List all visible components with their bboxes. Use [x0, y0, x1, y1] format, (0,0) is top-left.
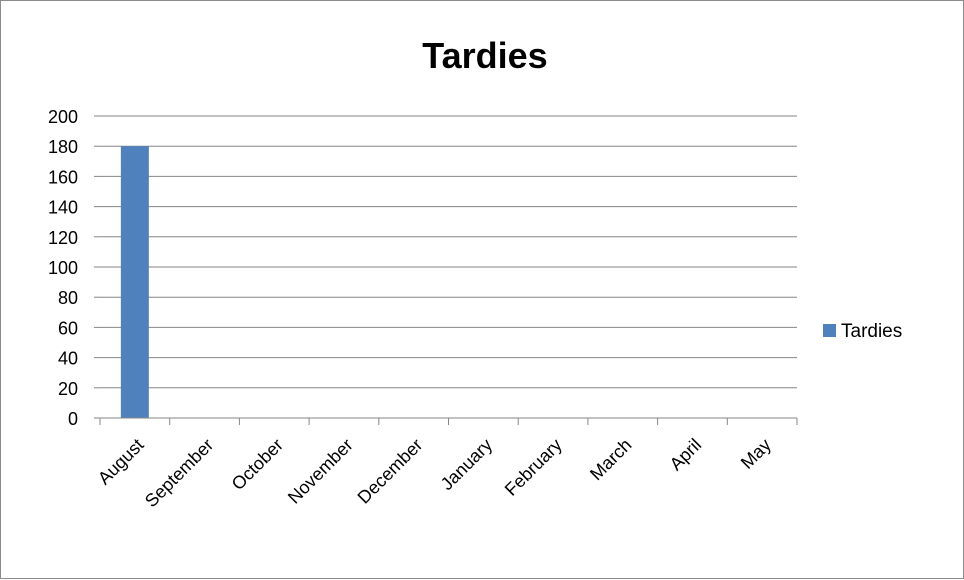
x-tick-label: April [666, 435, 706, 475]
x-tick-label: October [228, 435, 287, 494]
x-tick-label: November [284, 435, 357, 508]
y-tick-label: 80 [58, 288, 78, 308]
x-axis [99, 417, 798, 425]
y-tick-label: 0 [68, 409, 78, 429]
bars [120, 146, 149, 418]
x-tick-label: March [586, 435, 636, 485]
legend-swatch [823, 324, 836, 337]
x-tick-label: January [437, 435, 496, 494]
y-tick-label: 40 [58, 349, 78, 369]
gridlines [100, 115, 797, 389]
x-tick-label: May [737, 435, 775, 473]
x-tick-label: December [354, 435, 427, 508]
y-tick-label: 20 [58, 379, 78, 399]
x-tick-label: August [94, 435, 148, 489]
y-tick-label: 180 [48, 137, 78, 157]
x-tick-label: February [501, 435, 566, 500]
y-axis-ticks: 0 20 40 60 80 100 120 140 160 180 200 [48, 107, 100, 429]
y-tick-label: 160 [48, 167, 78, 187]
y-tick-label: 120 [48, 228, 78, 248]
legend: Tardies [823, 321, 902, 342]
y-tick-label: 60 [58, 318, 78, 338]
chart-title: Tardies [422, 35, 547, 76]
x-tick-label: September [141, 435, 217, 511]
legend-label: Tardies [841, 321, 902, 342]
bar [120, 146, 149, 418]
y-tick-label: 200 [48, 107, 78, 127]
y-tick-label: 100 [48, 258, 78, 278]
y-tick-label: 140 [48, 198, 78, 218]
